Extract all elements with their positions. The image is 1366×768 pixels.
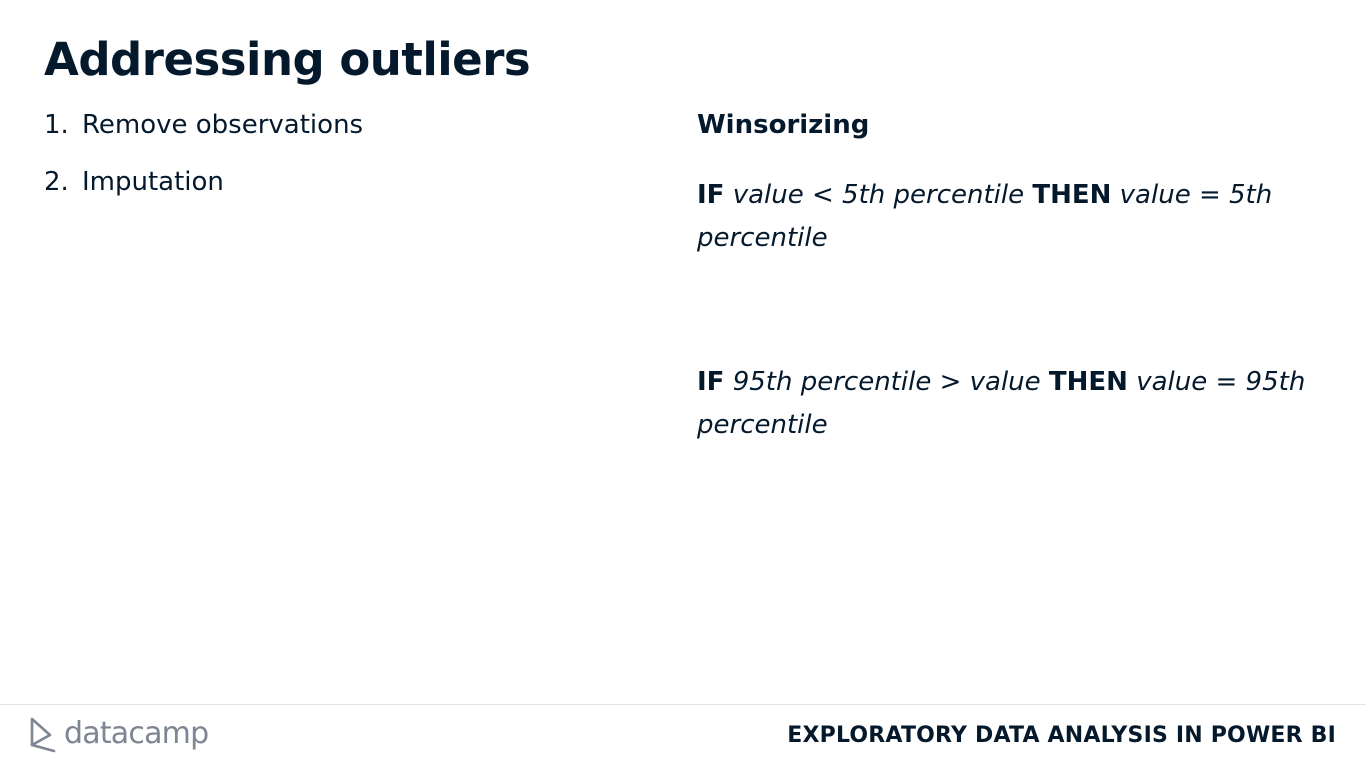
rule-then-keyword: THEN <box>1032 180 1112 210</box>
winsorizing-rule-lower: IF value < 5th percentile THEN value = 5… <box>697 174 1337 260</box>
rule-then-keyword: THEN <box>1048 367 1128 397</box>
brand-name: datacamp <box>64 716 209 751</box>
method-list: 1. Remove observations 2. Imputation <box>44 104 363 218</box>
section-heading: Winsorizing <box>697 110 870 140</box>
winsorizing-section: Winsorizing IF value < 5th percentile TH… <box>697 104 1337 440</box>
list-item-number: 1. <box>44 110 69 140</box>
rule-condition: 95th percentile > value <box>732 367 1041 397</box>
list-item-label: Remove observations <box>82 110 364 140</box>
brand-logo: datacamp <box>28 712 209 756</box>
list-item: 1. Remove observations <box>44 104 363 161</box>
datacamp-logo-icon <box>30 717 56 753</box>
rule-result: value = 95th percentile <box>697 367 1306 440</box>
winsorizing-rule-upper: IF 95th percentile > value THEN value = … <box>697 361 1337 447</box>
list-item-label: Imputation <box>82 167 224 197</box>
rule-result: value = 5th percentile <box>697 180 1273 253</box>
slide-title: Addressing outliers <box>44 33 531 86</box>
list-item: 2. Imputation <box>44 161 363 218</box>
rule-if-keyword: IF <box>697 180 725 210</box>
course-title: EXPLORATORY DATA ANALYSIS IN POWER BI <box>787 723 1336 748</box>
footer-divider <box>0 704 1366 705</box>
list-item-number: 2. <box>44 167 69 197</box>
rule-condition: value < 5th percentile <box>732 180 1025 210</box>
rule-if-keyword: IF <box>697 367 725 397</box>
